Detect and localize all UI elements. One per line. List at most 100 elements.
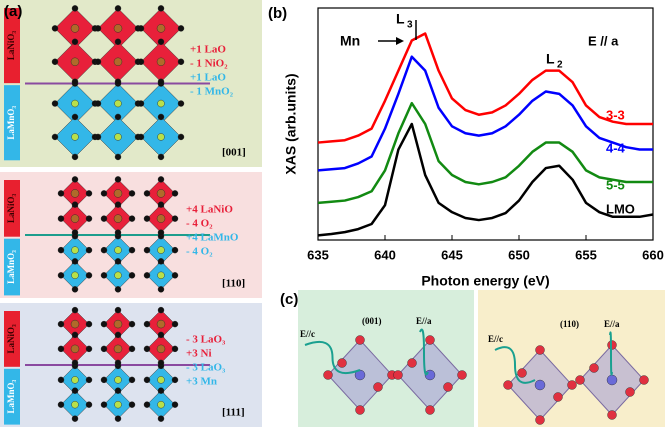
atom [114,5,122,12]
atom [177,58,185,65]
atom [157,258,165,265]
legend-label: 4-4 [606,140,626,155]
atom [70,57,80,66]
atom [128,376,136,384]
atom [114,176,122,183]
layer-label: LaNiO₃ [6,193,16,223]
atom [71,153,79,161]
atom [575,375,585,385]
atom [51,58,59,65]
legend-label: 5-5 [606,177,625,192]
panel-c-right-bg [478,290,665,427]
annotation: L [546,51,555,67]
atom [607,410,617,420]
atom [57,272,65,279]
atom [157,306,165,314]
xas-line [317,101,653,205]
atom [100,345,108,353]
atom [157,331,165,339]
atom [114,99,122,108]
atom [94,133,102,141]
direction: [110] [222,278,245,290]
atom [113,57,123,66]
atom [114,38,122,45]
atom [100,272,108,279]
annotation: 3 [407,20,413,31]
atom [71,113,79,121]
atom [143,376,151,384]
atom [113,189,123,198]
atom [128,345,136,353]
y-axis-label: XAS (arb.units) [283,73,299,174]
layer-label: LaNiO₃ [6,31,16,61]
charge-label: - 1 MnO₂ [190,86,234,98]
atom [85,376,93,384]
layer-label: LaMnO₃ [6,380,16,414]
atom [143,401,151,408]
atom [114,387,122,394]
atom [71,5,79,12]
atom [57,320,65,328]
atom [156,57,166,66]
atom [71,133,79,141]
atom [94,100,102,107]
atom [337,358,347,368]
atom [157,78,165,85]
panel-c-left-bg [298,290,474,427]
atom [71,38,79,45]
atom [157,387,165,394]
atom [71,229,79,236]
atom [171,401,179,408]
atom [589,363,599,373]
atom [85,246,93,254]
atom [71,271,79,280]
layer-strip [4,85,20,161]
charge-label: +3 Mn [186,376,217,388]
atom [85,345,93,353]
atom [100,246,108,254]
atom [128,320,136,328]
arrow-head [396,37,404,45]
atom [70,24,80,33]
atom [114,331,122,339]
atom [393,370,403,380]
atom [114,306,122,314]
atom [639,375,649,385]
atom [157,286,165,293]
atom [113,24,123,33]
x-axis-label: Photon energy (eV) [421,273,549,289]
layer-label: LaNiO₃ [6,324,16,354]
atom [128,401,136,408]
atom [171,190,179,197]
atom [157,246,165,254]
atom [171,376,179,384]
atom [100,401,108,408]
atom [113,344,123,354]
layer-strip [4,180,20,237]
atom [71,387,79,394]
xas-line [317,122,654,237]
atom [177,25,185,32]
atom [114,271,122,280]
atom [425,335,435,345]
atom [143,272,151,279]
atom [143,345,151,353]
atom [128,190,136,197]
wave [419,328,429,376]
panel-label: (b) [268,5,287,22]
atom [70,344,80,354]
atom [137,133,145,141]
layer-strip [4,8,20,84]
atom [171,246,179,254]
atom [100,215,108,222]
atom [94,25,102,32]
atom [143,190,151,197]
atom [71,415,79,422]
xas-chart: 635 640 645 650 655 660 Photon energy (eV) XAS … [283,7,664,289]
atom [355,335,365,345]
annotation: Mn [340,33,360,49]
atom [114,286,122,293]
atom [71,400,79,409]
atom [157,415,165,422]
